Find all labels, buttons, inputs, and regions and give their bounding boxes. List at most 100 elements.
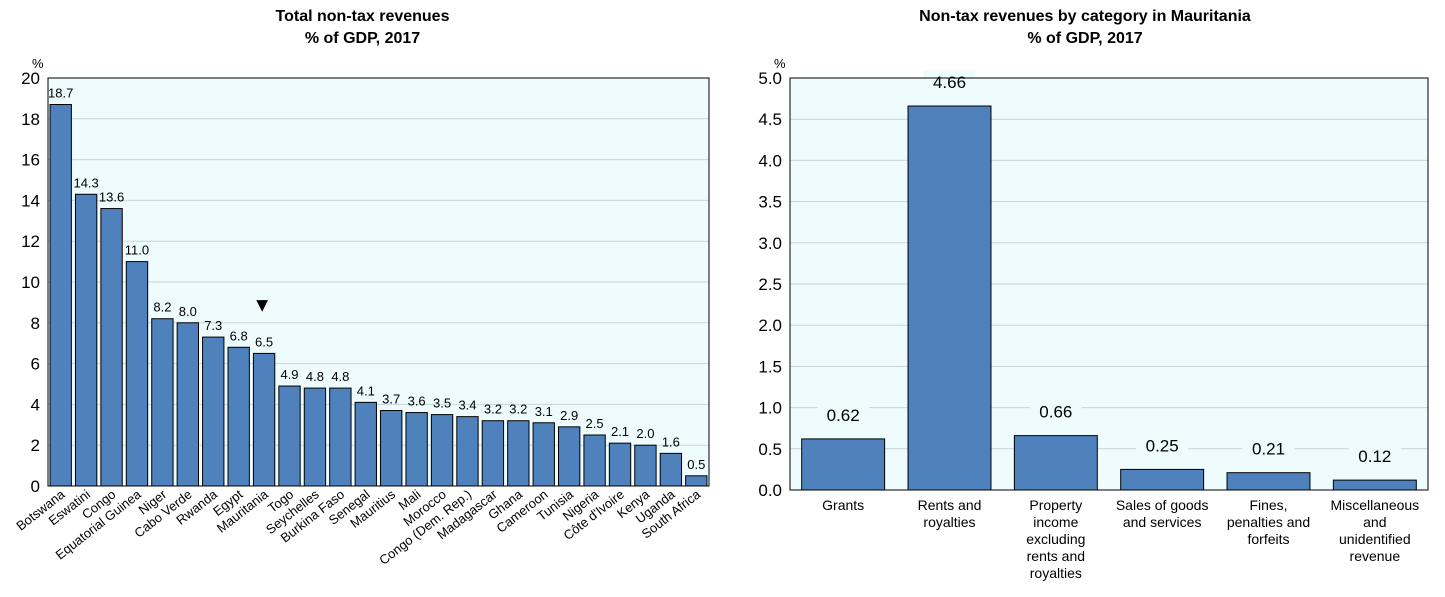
data-label: 8.0 bbox=[179, 304, 197, 319]
y-tick-label: 0.0 bbox=[758, 481, 782, 500]
bar bbox=[1013, 435, 1098, 491]
data-label: 3.5 bbox=[433, 396, 451, 411]
bar bbox=[329, 387, 352, 487]
bar bbox=[303, 387, 327, 487]
y-tick-label: 18 bbox=[21, 110, 40, 129]
chart-panel-total: Total non-tax revenues % of GDP, 2017 0 2… bbox=[0, 6, 725, 568]
data-label: 7.3 bbox=[204, 318, 222, 333]
y-tick-label: 5.0 bbox=[758, 69, 782, 88]
y-tick-label: 20 bbox=[21, 69, 40, 88]
data-label: 11.0 bbox=[125, 243, 149, 258]
y-tick-label: 3.5 bbox=[758, 193, 782, 212]
data-label: 6.5 bbox=[255, 334, 273, 349]
x-tick-label: Fines, penalties and forfeits bbox=[1227, 497, 1310, 547]
y-tick-label: 4.5 bbox=[758, 110, 782, 129]
data-label: 14.3 bbox=[73, 175, 98, 190]
bar bbox=[685, 475, 708, 487]
data-label-bg bbox=[817, 403, 870, 426]
data-label: 6.8 bbox=[230, 328, 248, 343]
bar bbox=[456, 416, 479, 487]
data-label: 0.12 bbox=[1358, 447, 1391, 466]
data-label: 2.1 bbox=[611, 424, 629, 439]
data-label: 4.1 bbox=[357, 383, 375, 398]
bar bbox=[227, 346, 250, 487]
bar bbox=[430, 414, 454, 487]
data-label: 0.21 bbox=[1252, 440, 1285, 459]
data-label: 13.6 bbox=[99, 190, 124, 205]
data-label: 4.9 bbox=[280, 367, 298, 382]
bar bbox=[801, 438, 886, 491]
y-tick-label: 2.5 bbox=[758, 275, 782, 294]
y-tick-label: 0.5 bbox=[758, 440, 782, 459]
bar bbox=[507, 420, 530, 487]
data-label: 8.2 bbox=[153, 300, 171, 315]
bar bbox=[659, 452, 683, 487]
y-tick-label: 6 bbox=[31, 355, 40, 374]
y-tick-label: 2.0 bbox=[758, 316, 782, 335]
bar bbox=[405, 412, 428, 487]
chart-title: Total non-tax revenues bbox=[275, 8, 450, 25]
data-label: 18.7 bbox=[48, 86, 73, 101]
highlight-marker-icon: ▼ bbox=[252, 294, 272, 316]
bar-chart-total: 02468101214161820%18.7Botswana14.3Eswati… bbox=[13, 56, 710, 568]
y-tick-label: 0 bbox=[31, 477, 40, 496]
data-label: 3.2 bbox=[509, 402, 527, 417]
chart-subtitle: % of GDP, 2017 bbox=[304, 30, 421, 47]
data-label: 2.9 bbox=[560, 408, 578, 423]
bar bbox=[202, 336, 225, 487]
bar bbox=[100, 208, 123, 487]
y-tick-label: 4.0 bbox=[758, 151, 782, 170]
y-tick-label: 10 bbox=[21, 273, 40, 292]
bar bbox=[1226, 472, 1311, 491]
data-label: 2.0 bbox=[636, 426, 654, 441]
y-tick-label: 8 bbox=[31, 314, 40, 333]
data-label: 3.2 bbox=[484, 402, 502, 417]
y-tick-label: 4 bbox=[31, 395, 40, 414]
data-label: 3.1 bbox=[535, 404, 553, 419]
x-tick-label: Rents and royalties bbox=[918, 497, 982, 530]
data-label: 3.7 bbox=[382, 392, 400, 407]
y-tick-label: 1.0 bbox=[758, 399, 782, 418]
x-tick-label: Sales of goods and services bbox=[1116, 497, 1209, 530]
chart-panel-mauritania: Non-tax revenues by category in Mauritan… bbox=[725, 0, 1445, 597]
x-tick-label: Property income excluding rents and royaltie… bbox=[1026, 497, 1085, 581]
bar bbox=[557, 426, 581, 487]
y-tick-label: 3.0 bbox=[758, 234, 782, 253]
bar bbox=[1120, 468, 1205, 491]
data-label-bg bbox=[1136, 434, 1189, 457]
bar bbox=[1332, 479, 1417, 491]
y-tick-label: 2 bbox=[31, 436, 40, 455]
bar bbox=[634, 444, 657, 487]
data-label: 0.62 bbox=[827, 406, 860, 425]
plot-frame bbox=[47, 77, 710, 487]
bar bbox=[252, 352, 276, 487]
y-tick-label: 1.5 bbox=[758, 357, 782, 376]
bar bbox=[74, 193, 98, 487]
data-label: 0.25 bbox=[1146, 436, 1179, 455]
bar bbox=[278, 385, 301, 487]
data-label: 0.5 bbox=[687, 457, 705, 472]
data-label: 2.5 bbox=[586, 416, 604, 431]
y-axis-unit: % bbox=[32, 56, 44, 71]
data-label-bg bbox=[923, 71, 976, 94]
data-label-bg bbox=[1029, 400, 1082, 423]
bar bbox=[125, 261, 149, 487]
data-label: 4.8 bbox=[331, 369, 349, 384]
bar bbox=[354, 401, 377, 487]
data-label: 1.6 bbox=[662, 434, 680, 449]
data-label: 0.66 bbox=[1039, 403, 1072, 422]
data-label: 3.4 bbox=[458, 398, 476, 413]
bar bbox=[481, 420, 505, 487]
chart-title-total: Total non-tax revenues % of GDP, 2017 bbox=[0, 6, 725, 50]
data-label-bg bbox=[1348, 445, 1401, 468]
plot-frame bbox=[789, 77, 1429, 491]
data-label: 3.6 bbox=[408, 394, 426, 409]
bar bbox=[583, 434, 606, 487]
bar bbox=[49, 104, 72, 487]
data-label: 4.8 bbox=[306, 369, 324, 384]
bar bbox=[380, 410, 403, 487]
bar bbox=[532, 422, 555, 487]
chart-title: Non-tax revenues by category in Mauritan… bbox=[919, 8, 1251, 25]
y-axis-unit: % bbox=[774, 56, 786, 71]
y-tick-label: 16 bbox=[21, 151, 40, 170]
